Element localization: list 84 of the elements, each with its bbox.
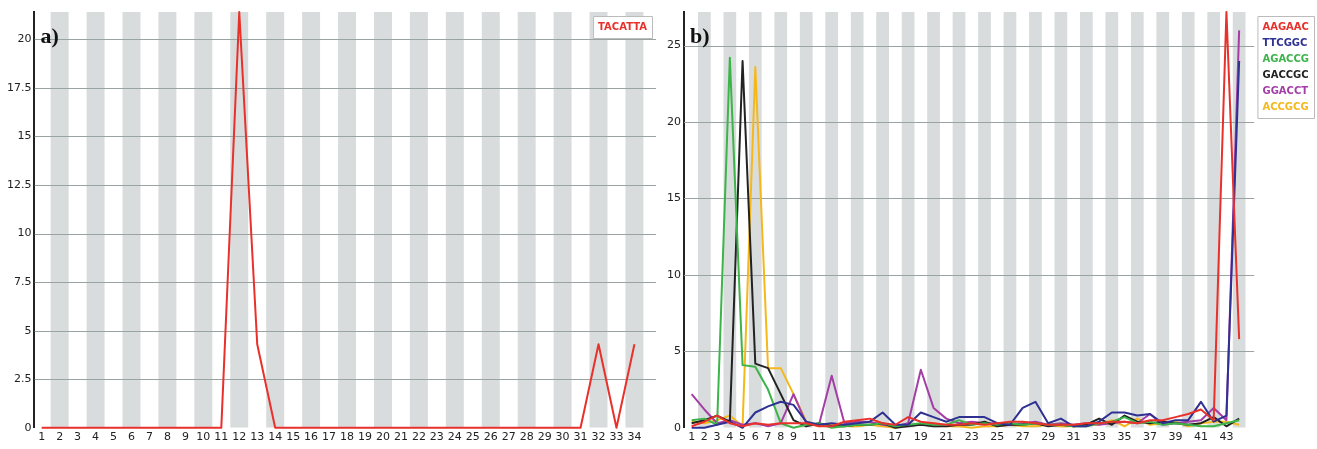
- x-tick-label: 26: [483, 430, 498, 444]
- x-tick-label: 28: [519, 430, 534, 444]
- x-tick-label: 3: [713, 430, 721, 444]
- y-tick-label: 5: [674, 344, 681, 358]
- text: ACCGCG: [1262, 100, 1309, 112]
- x-tick-label: 6: [751, 430, 759, 444]
- x-tick-label: 5: [739, 430, 747, 444]
- y-tick-label: 20: [17, 32, 32, 46]
- x-tick-label: 15: [862, 430, 877, 444]
- x-tick-label: 27: [1015, 430, 1030, 444]
- x-tick-label: 6: [127, 430, 135, 444]
- x-tick-label: 9: [181, 430, 189, 444]
- x-tick-label: 19: [913, 430, 928, 444]
- y-tick-label: 25: [667, 38, 681, 52]
- x-tick-label: 13: [837, 430, 852, 444]
- y-tick-label: 15: [667, 191, 681, 205]
- x-tick-label: 33: [609, 430, 624, 444]
- x-tick-label: 16: [304, 430, 319, 444]
- x-tick-label: 2: [56, 430, 64, 444]
- x-tick-label: 29: [537, 430, 552, 444]
- x-tick-label: 10: [196, 430, 211, 444]
- text: GACCGC: [1262, 68, 1309, 80]
- x-tick-label: 3: [74, 430, 82, 444]
- y-tick-label: 17.5: [6, 80, 32, 94]
- x-tick-label: 21: [939, 430, 954, 444]
- x-tick-label: 29: [1041, 430, 1056, 444]
- x-tick-label: 17: [322, 430, 337, 444]
- x-tick-label: 12: [232, 430, 247, 444]
- x-tick-label: 1: [688, 430, 696, 444]
- y-tick-label: 15: [17, 129, 32, 143]
- x-tick-label: 4: [92, 430, 100, 444]
- y-tick-label: 12.5: [6, 177, 32, 191]
- x-tick-label: 37: [1143, 430, 1158, 444]
- x-tick-label: 8: [163, 430, 171, 444]
- x-tick-label: 30: [555, 430, 570, 444]
- x-tick-label: 7: [145, 430, 153, 444]
- y-tick-label: 20: [667, 114, 681, 128]
- text: TTCGGC: [1262, 36, 1308, 48]
- x-tick-label: 21: [393, 430, 408, 444]
- y-tick-label: 10: [17, 226, 32, 240]
- y-tick-label: 7.5: [13, 274, 32, 288]
- x-tick-label: 25: [990, 430, 1005, 444]
- text: a): [40, 22, 59, 48]
- x-tick-label: 15: [286, 430, 301, 444]
- x-tick-label: 20: [375, 430, 390, 444]
- text: AAGAAC: [1262, 20, 1309, 32]
- x-tick-label: 19: [358, 430, 373, 444]
- x-tick-label: 1: [38, 430, 46, 444]
- x-tick-label: 43: [1219, 430, 1234, 444]
- x-tick-label: 34: [627, 430, 642, 444]
- x-tick-label: 23: [964, 430, 979, 444]
- text: GGACCT: [1262, 84, 1309, 96]
- x-tick-label: 2: [700, 430, 708, 444]
- x-tick-label: 31: [1066, 430, 1081, 444]
- x-tick-label: 5: [110, 430, 118, 444]
- x-tick-label: 18: [340, 430, 355, 444]
- y-tick-label: 10: [667, 267, 681, 281]
- x-tick-label: 17: [888, 430, 903, 444]
- y-tick-label: 0: [24, 420, 32, 434]
- x-tick-label: 9: [790, 430, 797, 444]
- text: AGACCG: [1262, 52, 1310, 64]
- x-tick-label: 14: [268, 430, 283, 444]
- x-tick-label: 27: [501, 430, 516, 444]
- text: b): [690, 22, 710, 48]
- x-tick-label: 7: [764, 430, 772, 444]
- y-tick-label: 0: [674, 420, 681, 434]
- x-tick-label: 23: [429, 430, 444, 444]
- x-tick-label: 8: [777, 430, 785, 444]
- x-tick-label: 22: [411, 430, 426, 444]
- x-tick-label: 24: [447, 430, 462, 444]
- x-tick-label: 11: [214, 430, 229, 444]
- x-tick-label: 4: [726, 430, 734, 444]
- x-tick-label: 13: [250, 430, 265, 444]
- x-tick-label: 41: [1193, 430, 1208, 444]
- text: TACATTA: [598, 20, 648, 32]
- x-tick-label: 31: [573, 430, 588, 444]
- x-tick-label: 11: [811, 430, 826, 444]
- x-tick-label: 33: [1092, 430, 1107, 444]
- x-tick-label: 32: [591, 430, 606, 444]
- y-tick-label: 2.5: [13, 372, 32, 386]
- x-tick-label: 35: [1117, 430, 1132, 444]
- x-tick-label: 25: [465, 430, 480, 444]
- y-tick-label: 5: [24, 323, 32, 337]
- x-tick-label: 39: [1168, 430, 1183, 444]
